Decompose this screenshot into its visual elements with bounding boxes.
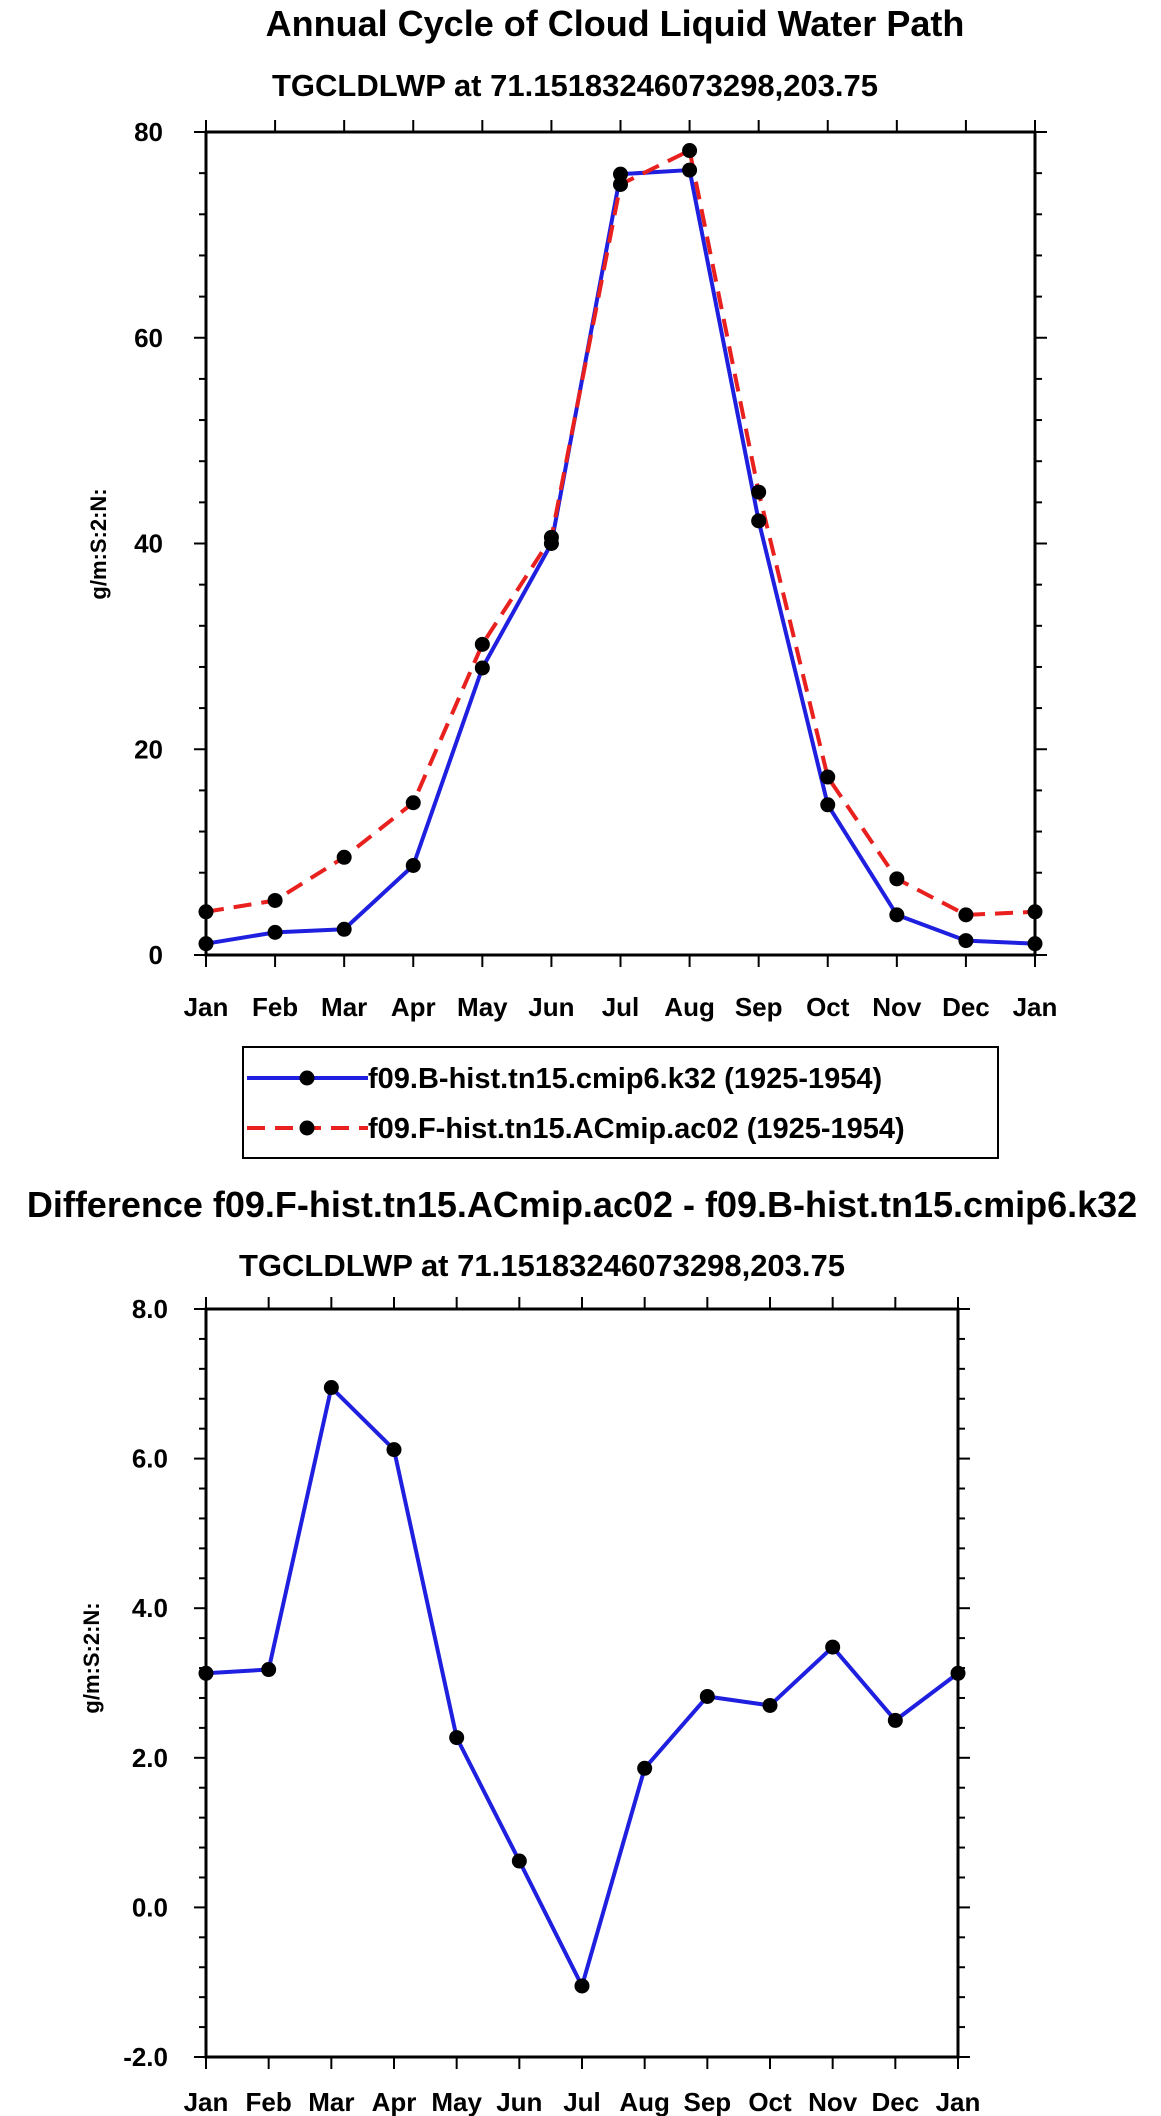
chart2-series-1-point: [511, 1853, 527, 1869]
chart2-x-tick-label: Jan: [184, 2087, 229, 2116]
chart1-series-1-point: [751, 513, 767, 529]
chart2-y-tick-label: 4.0: [132, 1593, 168, 1623]
chart1-series-2-point: [613, 176, 628, 192]
chart1-series-1-point: [889, 907, 905, 923]
chart2-plot: Jan Feb Mar Apr May Jun Jul Aug Sep Oct Nov Dec Jan-…: [123, 1294, 980, 2116]
legend-marker-series-2: [299, 1120, 315, 1136]
chart2-subtitle: TGCLDLWP at 71.15183246073298,203.75: [239, 1248, 845, 1283]
chart1-x-tick-label: May: [457, 992, 508, 1022]
chart1-x-tick-label: Dec: [942, 992, 990, 1022]
chart1-x-tick-label: Jan: [1013, 992, 1058, 1022]
chart2-x-tick-label: Jul: [563, 2087, 601, 2116]
chart2-series-1-point: [449, 1730, 465, 1746]
chart2-x-tick-label: Oct: [748, 2087, 792, 2116]
chart1-x-tick-label: Aug: [664, 992, 715, 1022]
chart1-series-2-point: [751, 484, 767, 500]
chart1-x-tick-label: Jun: [528, 992, 574, 1022]
chart1-x-tick-label: Feb: [252, 992, 298, 1022]
legend-label-series-1: f09.B-hist.tn15.cmip6.k32 (1925-1954): [368, 1063, 882, 1095]
chart2-series-1-line: [205, 1385, 960, 1988]
chart1-series-2-point: [682, 143, 698, 159]
chart1-series-1-point: [405, 857, 421, 873]
chart1-series-2-point: [1027, 904, 1043, 920]
chart2-series-1-point: [699, 1688, 715, 1704]
chart2-y-tick-label: 8.0: [132, 1294, 168, 1324]
chart1-series-1-point: [958, 933, 974, 949]
chart2-x-tick-label: Feb: [246, 2087, 292, 2116]
chart1-series-1-point: [820, 797, 836, 813]
chart1-y-tick-label: 0: [149, 940, 163, 970]
chart1-series-1-point: [198, 936, 214, 952]
chart1-series-2-point: [267, 892, 283, 908]
chart1-y-axis-label: g/m:S:2:N:: [86, 488, 111, 599]
chart2-x-tick-label: Mar: [308, 2087, 354, 2116]
chart1-subtitle: TGCLDLWP at 71.15183246073298,203.75: [272, 68, 878, 103]
chart2-x-tick-label: Sep: [683, 2087, 731, 2116]
chart2-series-1-point: [574, 1978, 590, 1994]
chart1-series-1-point: [682, 162, 698, 178]
chart1-series-1-point: [474, 660, 490, 676]
chart2-series-1-point: [825, 1639, 841, 1655]
chart1-x-tick-label: Jan: [184, 992, 229, 1022]
chart1-series-2-point: [958, 907, 974, 923]
chart2-series-1-point: [386, 1442, 402, 1458]
chart1-series-2-point: [198, 904, 214, 920]
chart1-series-2-point: [474, 636, 490, 652]
chart2-x-tick-label: Jun: [496, 2087, 542, 2116]
chart2-series-1-point: [637, 1760, 653, 1776]
chart2-x-tick-label: May: [431, 2087, 482, 2116]
chart1-series-2-point: [543, 529, 559, 545]
chart2-series-1-point: [261, 1662, 277, 1678]
chart1-series-1-point: [613, 166, 628, 182]
chart1-y-tick-label: 40: [134, 529, 163, 559]
chart2-x-tick-label: Jan: [936, 2087, 981, 2116]
chart1-y-tick-label: 60: [134, 323, 163, 353]
chart1-x-tick-label: Sep: [735, 992, 783, 1022]
chart2-series-1-point: [887, 1712, 903, 1728]
chart1-series-1-point: [1027, 936, 1043, 952]
chart1-x-tick-label: Oct: [806, 992, 850, 1022]
chart2-x-tick-label: Nov: [808, 2087, 858, 2116]
chart1-x-tick-label: Mar: [321, 992, 367, 1022]
chart2-frame: [204, 1307, 960, 2059]
chart2-title: Difference f09.F-hist.tn15.ACmip.ac02 - …: [27, 1184, 1137, 1225]
chart1-series-2-point: [405, 795, 421, 811]
chart2-x-tick-label: Apr: [372, 2087, 417, 2116]
chart1-series-2-line: [205, 148, 1036, 917]
chart1-y-tick-label: 80: [134, 117, 163, 147]
chart1-title: Annual Cycle of Cloud Liquid Water Path: [266, 3, 965, 44]
chart1-series-1-line: [205, 168, 1036, 946]
chart1-series-2-point: [820, 769, 836, 785]
chart1-series-2-point: [336, 849, 352, 865]
chart2-series-1-point: [762, 1697, 778, 1713]
chart2-series-1-point: [198, 1665, 214, 1681]
chart2-series-1-point: [950, 1665, 966, 1681]
chart2-x-tick-label: Aug: [619, 2087, 670, 2116]
chart1-y-tick-label: 20: [134, 734, 163, 764]
legend-box: [242, 1046, 999, 1159]
chart2-y-tick-label: 2.0: [132, 1743, 168, 1773]
chart1-series-2-point: [889, 871, 905, 887]
chart1-frame: [204, 130, 1037, 957]
chart1-series-1-point: [267, 924, 283, 940]
legend-label-series-2: f09.F-hist.tn15.ACmip.ac02 (1925-1954): [368, 1113, 905, 1145]
chart2-x-tick-label: Dec: [871, 2087, 919, 2116]
chart2-y-tick-label: 6.0: [132, 1444, 168, 1474]
chart1-x-tick-label: Jul: [602, 992, 640, 1022]
chart1-plot: Jan Feb Mar Apr May Jun Jul Aug Sep Oct Nov Dec Jan 0…: [134, 117, 1057, 1022]
chart2-y-tick-label: -2.0: [123, 2042, 168, 2072]
chart2-series-1-point: [323, 1380, 339, 1396]
chart2-y-axis-label: g/m:S:2:N:: [79, 1602, 104, 1713]
chart1-x-tick-label: Apr: [391, 992, 436, 1022]
legend-marker-series-1: [299, 1070, 315, 1086]
chart1-x-tick-label: Nov: [872, 992, 922, 1022]
chart1-series-1-point: [336, 921, 352, 937]
chart2-y-tick-label: 0.0: [132, 1892, 168, 1922]
